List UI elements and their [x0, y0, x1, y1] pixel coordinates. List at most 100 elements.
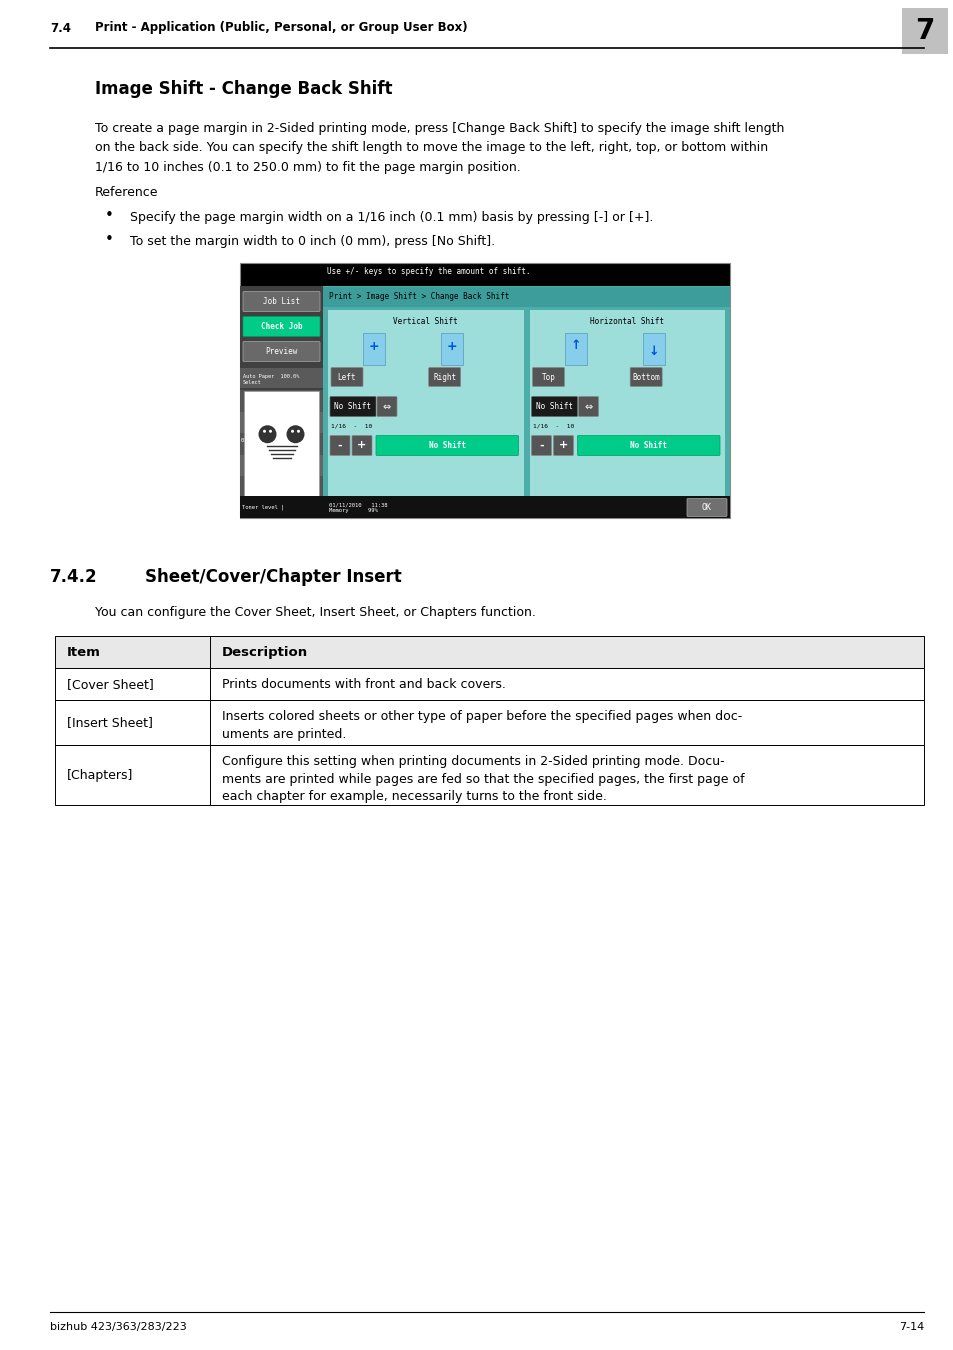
Text: +: + [558, 440, 568, 451]
FancyBboxPatch shape [376, 397, 396, 417]
Bar [240, 475, 323, 497]
FancyBboxPatch shape [243, 342, 319, 362]
Text: ⇔: ⇔ [382, 401, 391, 412]
Text: 7.4.2: 7.4.2 [50, 568, 97, 586]
Bar [240, 455, 323, 475]
Text: uments are printed.: uments are printed. [222, 728, 346, 741]
Text: ⇔: ⇔ [584, 401, 592, 412]
Bar [240, 433, 323, 455]
FancyBboxPatch shape [577, 436, 720, 455]
Text: Job List: Job List [263, 297, 299, 306]
Bar [240, 497, 323, 518]
Text: Bottom: Bottom [632, 373, 659, 382]
Bar [901, 8, 947, 54]
Text: -: - [538, 440, 543, 451]
Bar [240, 367, 323, 387]
Text: Print > Image Shift > Change Back Shift: Print > Image Shift > Change Back Shift [329, 292, 509, 301]
Bar [441, 332, 463, 365]
Text: Sheet/Cover/Chapter Insert: Sheet/Cover/Chapter Insert [145, 568, 401, 586]
Text: Preview: Preview [265, 347, 297, 356]
Text: Left: Left [337, 373, 355, 382]
FancyBboxPatch shape [578, 397, 598, 417]
Text: Select: Select [243, 381, 261, 386]
Text: Right: Right [433, 373, 456, 382]
Text: 7: 7 [914, 18, 934, 45]
Bar [323, 286, 729, 518]
Text: ↑: ↑ [570, 339, 580, 352]
Circle shape [296, 429, 299, 433]
Text: [Cover Sheet]: [Cover Sheet] [67, 678, 153, 691]
Text: No Shift: No Shift [630, 441, 666, 450]
Text: 0: 0 [241, 437, 244, 443]
FancyBboxPatch shape [532, 367, 564, 386]
Circle shape [258, 425, 276, 443]
Bar [55, 745, 923, 806]
Text: Item: Item [67, 647, 101, 659]
Text: 1/16  -  10: 1/16 - 10 [331, 424, 372, 428]
FancyBboxPatch shape [352, 436, 372, 455]
Text: +: + [369, 340, 379, 352]
Text: on the back side. You can specify the shift length to move the image to the left: on the back side. You can specify the sh… [95, 142, 767, 154]
Text: 01/11/2010   11:38
Memory      99%: 01/11/2010 11:38 Memory 99% [329, 502, 387, 513]
FancyBboxPatch shape [630, 367, 661, 386]
Text: 1/16 to 10 inches (0.1 to 250.0 mm) to fit the page margin position.: 1/16 to 10 inches (0.1 to 250.0 mm) to f… [95, 161, 520, 174]
Text: 7.4: 7.4 [50, 22, 71, 35]
Text: ments are printed while pages are fed so that the specified pages, the first pag: ments are printed while pages are fed so… [222, 774, 744, 786]
FancyBboxPatch shape [243, 316, 319, 336]
Text: +: + [447, 340, 457, 352]
Bar [55, 636, 923, 668]
Text: No Shift: No Shift [536, 402, 573, 410]
FancyBboxPatch shape [686, 498, 726, 517]
Text: Specify the page margin width on a 1/16 inch (0.1 mm) basis by pressing [-] or [: Specify the page margin width on a 1/16 … [130, 212, 653, 224]
Text: ↓: ↓ [648, 346, 659, 358]
Text: -: - [337, 440, 342, 451]
Text: each chapter for example, necessarily turns to the front side.: each chapter for example, necessarily tu… [222, 791, 606, 803]
Text: Reference: Reference [95, 185, 158, 198]
Text: OK: OK [701, 504, 711, 512]
Text: Inserts colored sheets or other type of paper before the specified pages when do: Inserts colored sheets or other type of … [222, 710, 741, 724]
Circle shape [291, 429, 294, 433]
Bar [529, 310, 724, 501]
Text: Configure this setting when printing documents in 2-Sided printing mode. Docu-: Configure this setting when printing doc… [222, 756, 724, 768]
Text: No Shift: No Shift [335, 402, 371, 410]
Text: You can configure the Cover Sheet, Insert Sheet, or Chapters function.: You can configure the Cover Sheet, Inser… [95, 606, 536, 620]
Bar [240, 412, 323, 433]
Text: [Chapters]: [Chapters] [67, 769, 133, 782]
Bar [240, 286, 323, 518]
FancyBboxPatch shape [331, 367, 363, 386]
Bar [240, 390, 323, 412]
Text: 7-14: 7-14 [898, 1322, 923, 1332]
Circle shape [286, 425, 304, 443]
Text: To create a page margin in 2-Sided printing mode, press [Change Back Shift] to s: To create a page margin in 2-Sided print… [95, 122, 783, 135]
Text: [Insert Sheet]: [Insert Sheet] [67, 717, 152, 729]
FancyBboxPatch shape [428, 367, 460, 386]
Text: bizhub 423/363/283/223: bizhub 423/363/283/223 [50, 1322, 187, 1332]
Text: Print - Application (Public, Personal, or Group User Box): Print - Application (Public, Personal, o… [95, 22, 467, 35]
Text: +: + [357, 440, 366, 451]
Text: Check Job: Check Job [260, 323, 302, 331]
Bar [564, 332, 586, 365]
Bar [323, 286, 729, 306]
Bar [323, 497, 729, 518]
Bar [642, 332, 664, 365]
Circle shape [263, 429, 266, 433]
Text: Image Shift - Change Back Shift: Image Shift - Change Back Shift [95, 80, 392, 99]
FancyBboxPatch shape [531, 397, 577, 417]
Text: Top: Top [541, 373, 555, 382]
Text: Toner level |: Toner level | [242, 505, 284, 510]
Text: Auto Paper  100.0%: Auto Paper 100.0% [243, 374, 299, 379]
Text: •: • [105, 232, 113, 247]
Bar [328, 310, 523, 501]
FancyBboxPatch shape [330, 397, 375, 417]
Text: Description: Description [222, 647, 308, 659]
Bar [244, 390, 318, 516]
Bar [55, 701, 923, 745]
Text: To set the margin width to 0 inch (0 mm), press [No Shift].: To set the margin width to 0 inch (0 mm)… [130, 235, 495, 248]
Text: No Shift: No Shift [428, 441, 465, 450]
Bar [363, 332, 385, 365]
FancyBboxPatch shape [531, 436, 551, 455]
Text: •: • [105, 208, 113, 224]
Text: Prints documents with front and back covers.: Prints documents with front and back cov… [222, 679, 505, 691]
FancyBboxPatch shape [330, 436, 350, 455]
FancyBboxPatch shape [553, 436, 573, 455]
